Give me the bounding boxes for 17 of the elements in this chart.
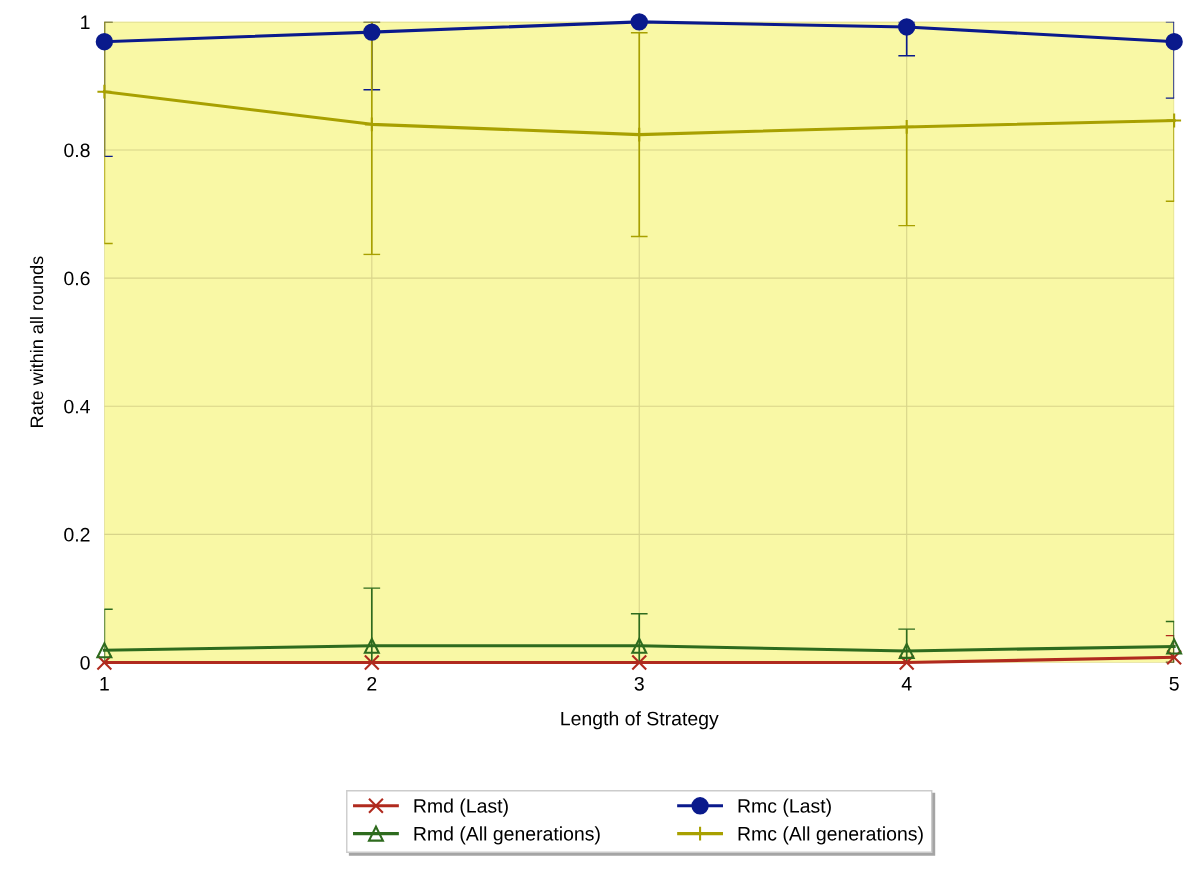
x-tick-label: 5 xyxy=(1169,677,1179,691)
legend-label: Rmc (All generations) xyxy=(738,826,923,845)
y-axis-title: Rate within all rounds xyxy=(29,256,44,427)
y-tick-label: 0.4 xyxy=(64,399,90,414)
y-tick-label: 0 xyxy=(80,655,90,670)
legend-label: Rmd (All generations) xyxy=(414,826,600,845)
y-tick-label: 0.2 xyxy=(64,527,90,542)
x-tick-label: 2 xyxy=(367,676,377,691)
x-tick-label: 4 xyxy=(901,677,912,691)
y-tick-label: 0.6 xyxy=(64,271,90,286)
legend-label: Rmd (Last) xyxy=(414,798,508,817)
x-tick-label: 1 xyxy=(100,677,109,691)
x-axis-title: Length of Strategy xyxy=(561,711,719,730)
y-tick-label: 1 xyxy=(81,15,90,29)
x-tick-label: 3 xyxy=(634,676,644,691)
legend-label: Rmc (Last) xyxy=(738,798,831,817)
y-tick-label: 0.8 xyxy=(64,143,90,158)
